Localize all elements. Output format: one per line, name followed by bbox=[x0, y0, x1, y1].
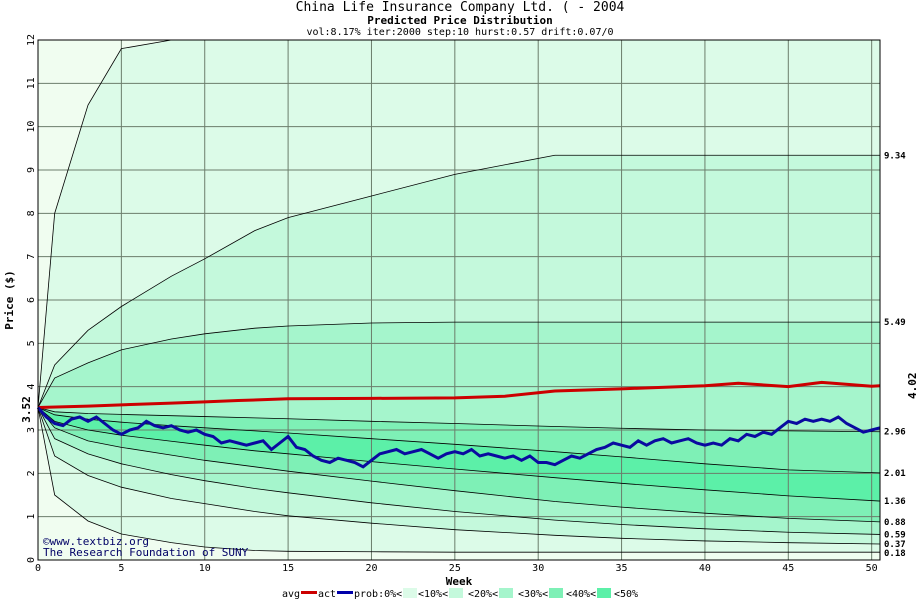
y-axis-label: Price ($) bbox=[3, 270, 16, 330]
y-tick-label: 4 bbox=[26, 384, 37, 390]
y-tick-label: 8 bbox=[26, 210, 37, 216]
legend-label: act bbox=[318, 589, 336, 600]
band-boundary-lines bbox=[37, 39, 881, 553]
y-tick-label: 6 bbox=[26, 297, 37, 303]
legend-swatch bbox=[301, 591, 317, 594]
right-value-label: 9.34 bbox=[884, 151, 906, 161]
quantile-line-90% bbox=[37, 407, 880, 553]
legend-label: <30%< bbox=[518, 589, 548, 600]
x-tick-labels: 0 5 10 15 20 25 30 35 40 45 50 bbox=[35, 563, 878, 574]
legend-swatch bbox=[337, 591, 353, 594]
legend-label: <20%< bbox=[468, 589, 498, 600]
x-tick-label: 40 bbox=[699, 563, 711, 574]
right-value-label: 2.96 bbox=[884, 428, 906, 438]
x-tick-label: 45 bbox=[782, 563, 794, 574]
chart-subtitle: Predicted Price Distribution bbox=[367, 14, 553, 27]
x-tick-label: 50 bbox=[866, 563, 878, 574]
price-series bbox=[36, 380, 881, 469]
quantile-line-20% bbox=[37, 321, 880, 408]
quantile-line-30% bbox=[37, 407, 881, 433]
band-20%-30% bbox=[38, 322, 880, 432]
y-tick-label: 7 bbox=[26, 254, 37, 260]
y-tick-label: 9 bbox=[26, 167, 37, 173]
y-tick-label: 2 bbox=[26, 470, 37, 476]
band-80%-90% bbox=[38, 407, 880, 553]
legend-label: <10%< bbox=[418, 589, 448, 600]
right-value-label: 1.36 bbox=[884, 497, 906, 507]
quantile-line-10% bbox=[37, 154, 880, 408]
right-value-label: 0.88 bbox=[884, 518, 906, 528]
legend-label: avg bbox=[282, 589, 300, 600]
x-tick-label: 15 bbox=[282, 563, 294, 574]
x-tick-label: 5 bbox=[118, 563, 124, 574]
band-0%-10% bbox=[38, 40, 880, 408]
y-tick-label: 10 bbox=[26, 121, 37, 133]
band-50%-60% bbox=[38, 407, 880, 522]
credit-line-1: ©www.textbiz.org bbox=[43, 535, 149, 548]
quantile-line-70% bbox=[37, 407, 881, 535]
x-tick-label: 10 bbox=[199, 563, 211, 574]
act-line bbox=[36, 406, 881, 469]
right-value-label: 2.01 bbox=[884, 469, 906, 479]
start-value-label: 3.52 bbox=[20, 396, 33, 423]
legend-label: <50% bbox=[614, 589, 638, 600]
quantile-line-50% bbox=[37, 407, 881, 502]
band-60%-70% bbox=[38, 407, 880, 535]
y-tick-label: 1 bbox=[26, 514, 37, 520]
avg-line bbox=[37, 380, 881, 409]
band-10%-20% bbox=[38, 155, 880, 408]
chart-title: China Life Insurance Company Ltd. ( - 20… bbox=[295, 0, 625, 15]
x-tick-label: 0 bbox=[35, 563, 41, 574]
credit-line-2: The Research Foundation of SUNY bbox=[43, 546, 249, 559]
legend-swatch bbox=[549, 588, 563, 598]
band-30%-40% bbox=[38, 407, 880, 473]
legend-label: prob:0%< bbox=[354, 589, 402, 600]
legend-swatch bbox=[403, 588, 417, 598]
y-tick-label: 0 bbox=[26, 557, 37, 563]
legend-label: <40%< bbox=[566, 589, 596, 600]
plot-frame bbox=[37, 39, 881, 561]
x-tick-label: 25 bbox=[449, 563, 461, 574]
legend-swatch bbox=[499, 588, 513, 598]
quantile-line-80% bbox=[37, 407, 881, 545]
y-tick-label: 5 bbox=[26, 340, 37, 346]
legend-swatch bbox=[449, 588, 463, 598]
right-value-labels: 9.34 5.49 2.96 2.01 1.36 0.88 0.590.370.18 bbox=[884, 151, 906, 559]
y-tick-label: 12 bbox=[26, 34, 37, 46]
y-tick-label: 11 bbox=[26, 77, 37, 89]
x-axis-label: Week bbox=[446, 575, 473, 588]
x-tick-label: 20 bbox=[365, 563, 377, 574]
legend: avg act prob:0%< <10%< <20%< <30%< <40%< <50% bbox=[282, 588, 638, 600]
right-value-label: 0.18 bbox=[884, 549, 906, 559]
simulation-params: vol:8.17% iter:2000 step:10 hurst:0.57 d… bbox=[306, 27, 614, 38]
right-value-label: 0.59 bbox=[884, 530, 906, 540]
y-tick-label: 3 bbox=[26, 427, 37, 433]
last-value-label: 4.02 bbox=[906, 373, 919, 400]
quantile-line-60% bbox=[37, 407, 881, 523]
x-tick-label: 30 bbox=[532, 563, 544, 574]
right-value-label: 5.49 bbox=[884, 318, 906, 328]
x-tick-label: 35 bbox=[616, 563, 628, 574]
legend-swatch bbox=[597, 588, 611, 598]
band-70%-80% bbox=[38, 407, 880, 544]
right-value-label: 0.37 bbox=[884, 540, 906, 550]
